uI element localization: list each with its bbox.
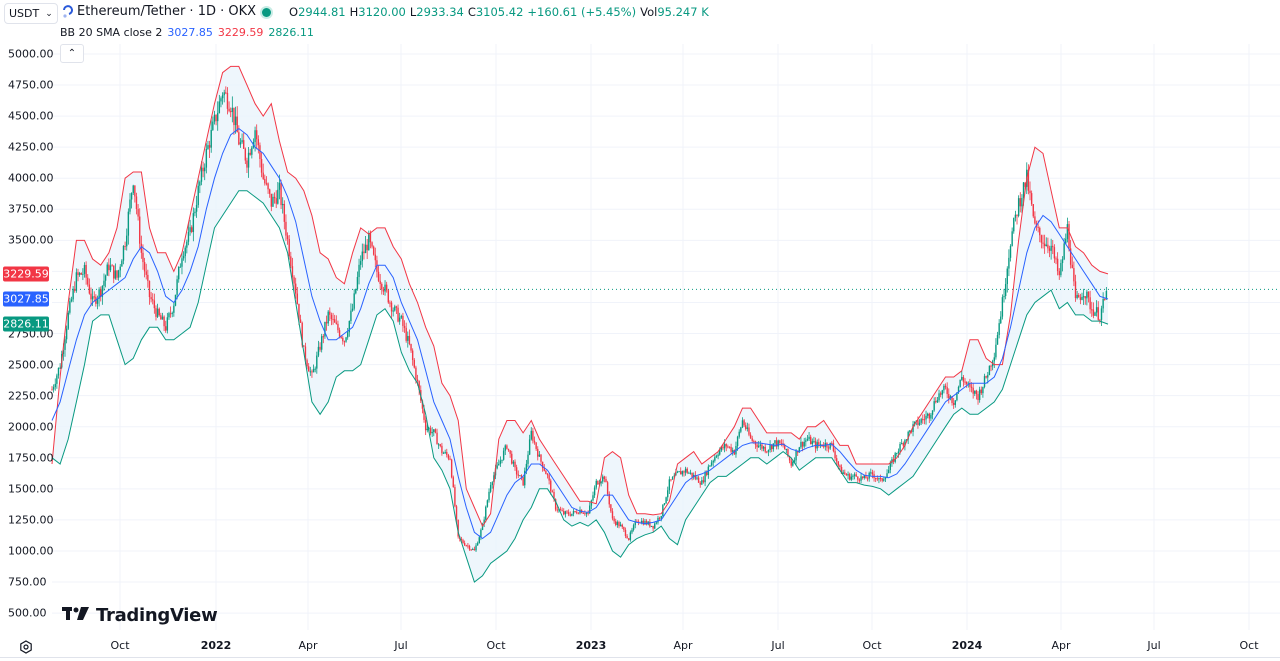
time-tick-label: Oct: [1239, 639, 1259, 652]
price-tick-label: 2000.00: [8, 420, 54, 434]
time-tick-label: Oct: [486, 639, 506, 652]
price-tick-label: 1250.00: [8, 513, 54, 527]
time-tick-label: Jul: [394, 639, 408, 652]
time-tick-label: Apr: [673, 639, 693, 652]
close-label: C: [467, 5, 476, 19]
time-tick-label: Apr: [298, 639, 318, 652]
time-tick-label: Oct: [862, 639, 882, 652]
lower-price-tag: 2826.11: [3, 316, 49, 332]
price-tick-label: 500.00: [8, 606, 47, 620]
basis-price-tag: 3027.85: [3, 291, 49, 307]
time-tick-label: Jul: [1147, 639, 1161, 652]
price-tick-label: 4000.00: [8, 171, 54, 185]
indicator-legend[interactable]: BB 20 SMA close 2 3027.85 3229.59 2826.1…: [60, 26, 314, 39]
bb-lower-line: [51, 190, 1109, 583]
bottom-divider: [0, 657, 1280, 658]
price-tick-label: 2500.00: [8, 358, 54, 372]
price-tick-label: 3500.00: [8, 233, 54, 247]
high-label: H: [349, 5, 359, 19]
open-label: O: [289, 5, 299, 19]
price-tick-label: 5000.00: [8, 47, 54, 61]
high-value: 3120.00: [358, 5, 406, 19]
price-tick-label: 2250.00: [8, 389, 54, 403]
chevron-up-icon: ⌃: [67, 48, 77, 59]
tradingview-mark-icon: [62, 605, 90, 626]
collapse-legend-button[interactable]: ⌃: [60, 44, 84, 63]
price-tick-label: 4250.00: [8, 140, 54, 154]
price-tick-label: 3750.00: [8, 202, 54, 216]
price-tick-label: 1750.00: [8, 451, 54, 465]
volume-label: Vol: [640, 5, 658, 19]
ohlc-values: O2944.81 H3120.00 L2933.34 C3105.42 +160…: [289, 5, 709, 19]
chevron-down-icon: ⌄: [45, 8, 53, 19]
tradingview-wordmark: TradingView: [96, 605, 218, 626]
price-tick-label: 1000.00: [8, 544, 54, 558]
tradingview-logo[interactable]: TradingView: [62, 605, 218, 626]
symbol-label: Ethereum/Tether · 1D · OKX: [77, 4, 257, 19]
symbol-title[interactable]: Ethereum/Tether · 1D · OKX: [62, 4, 256, 19]
indicator-basis-value: 3027.85: [167, 26, 213, 39]
time-tick-label: 2022: [200, 639, 232, 652]
indicator-upper-value: 3229.59: [217, 26, 264, 39]
price-tick-label: 4500.00: [8, 109, 54, 123]
time-tick-label: 2024: [951, 639, 983, 652]
volume-value: 95.247 K: [657, 5, 709, 19]
time-tick-label: Apr: [1051, 639, 1071, 652]
change-value: +160.61 (+5.45%): [527, 5, 637, 19]
bb-basis-line: [51, 127, 1109, 540]
bollinger-band-fill: [52, 66, 1108, 582]
time-tick-label: 2023: [575, 639, 607, 652]
upper-price-tag: 3229.59: [3, 266, 49, 282]
price-tick-label: 750.00: [8, 575, 47, 589]
price-tick-label: 4750.00: [8, 78, 54, 92]
market-status-icon[interactable]: [262, 8, 271, 17]
indicator-name: BB 20 SMA close 2: [60, 26, 163, 39]
currency-label: USDT: [9, 7, 40, 20]
bb-upper-line: [51, 65, 1109, 528]
indicator-lower-value: 2826.11: [268, 26, 314, 39]
price-tick-label: 1500.00: [8, 482, 54, 496]
close-value: 3105.42: [475, 5, 524, 19]
low-label: L: [409, 5, 417, 19]
ethereum-logo-icon: [62, 5, 73, 18]
chart-grid: [52, 44, 1280, 630]
time-tick-label: Oct: [110, 639, 130, 652]
currency-selector[interactable]: USDT ⌄: [4, 3, 58, 24]
open-value: 2944.81: [298, 5, 346, 19]
candlesticks: [51, 86, 1108, 552]
settings-icon[interactable]: [19, 639, 33, 654]
low-value: 2933.34: [416, 5, 464, 19]
time-tick-label: Jul: [771, 639, 785, 652]
